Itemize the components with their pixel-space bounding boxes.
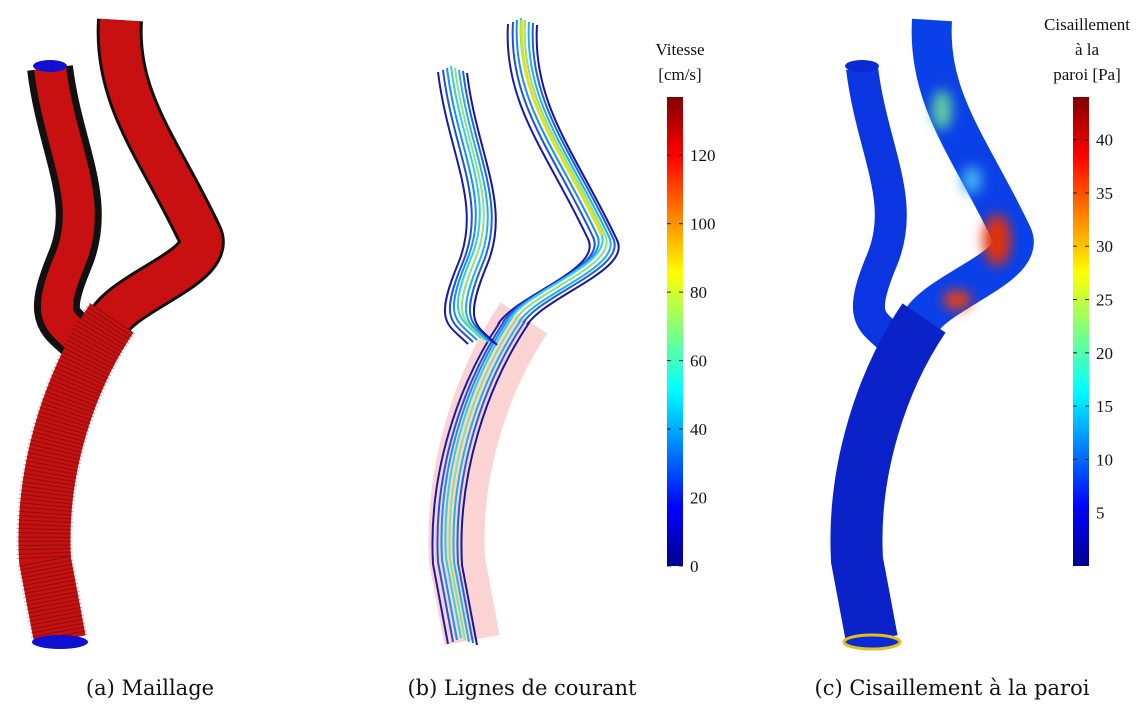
tick-label: 35: [1096, 184, 1113, 203]
tick-label: 40: [690, 420, 707, 439]
colorbar-title: [cm/s]: [658, 65, 701, 84]
tick-label: 100: [690, 215, 716, 234]
colorbar-title: paroi [Pa]: [1053, 65, 1121, 84]
caption: (c) Cisaillement à la paroi: [815, 676, 1090, 700]
mesh-panel: [16, 20, 202, 649]
tick-label: 0: [690, 557, 699, 576]
caption: (b) Lignes de courant: [407, 676, 637, 700]
streamline-panel: [428, 17, 620, 646]
shear-panel: [830, 18, 1034, 651]
tick-label: 20: [1096, 344, 1113, 363]
cap: [842, 633, 902, 651]
tick-label: 120: [690, 146, 716, 165]
tick-label: 15: [1096, 397, 1113, 416]
cap: [32, 635, 88, 649]
tick-label: 80: [690, 283, 707, 302]
tick-label: 25: [1096, 291, 1113, 310]
tick-label: 30: [1096, 237, 1113, 256]
colorbar-title: à la: [1075, 40, 1100, 59]
colorbar-title: Vitesse: [655, 40, 704, 59]
tick-label: 5: [1096, 504, 1105, 523]
cap: [33, 60, 67, 72]
colorbar: [1073, 97, 1089, 566]
caption: (a) Maillage: [86, 676, 214, 700]
colorbar-title: Cisaillement: [1044, 15, 1130, 34]
tick-label: 20: [690, 489, 707, 508]
tick-label: 60: [690, 352, 707, 371]
cap: [845, 60, 879, 72]
tick-label: 40: [1096, 131, 1113, 150]
colorbar: [667, 97, 683, 566]
tick-label: 10: [1096, 450, 1113, 469]
